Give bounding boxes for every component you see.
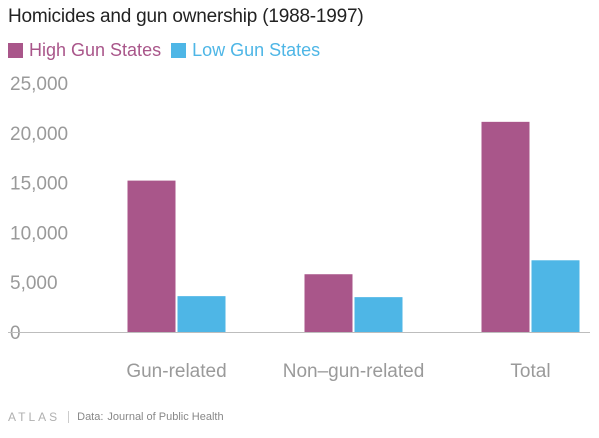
x-tick-label: Gun-related bbox=[126, 361, 226, 382]
bar-high-1 bbox=[304, 274, 353, 332]
legend-swatch-low bbox=[171, 43, 187, 58]
x-tick-label: Non–gun-related bbox=[283, 361, 425, 382]
bar-high-0 bbox=[127, 180, 176, 332]
y-tick-label: 15,000 bbox=[10, 174, 68, 195]
legend-label-low: Low Gun States bbox=[192, 40, 321, 60]
bar-low-0 bbox=[177, 296, 226, 332]
legend-label-high: High Gun States bbox=[29, 40, 162, 60]
legend-item-high: High Gun States bbox=[8, 40, 161, 61]
footer: ATLAS Data: Journal of Public Health bbox=[8, 410, 224, 424]
footer-divider bbox=[68, 411, 70, 423]
y-tick-label: 25,000 bbox=[10, 74, 68, 95]
atlas-logo: ATLAS bbox=[8, 410, 61, 424]
x-tick-label: Total bbox=[510, 361, 550, 382]
source-label: Data: bbox=[77, 411, 104, 423]
bar-high-2 bbox=[481, 121, 530, 333]
chart-title: Homicides and gun ownership (1988-1997) bbox=[8, 6, 364, 27]
y-tick-label: 10,000 bbox=[10, 223, 68, 244]
y-tick-label: 0 bbox=[10, 323, 21, 344]
y-tick-label: 20,000 bbox=[10, 124, 68, 145]
legend: High Gun States Low Gun States bbox=[8, 40, 330, 61]
source-text: Journal of Public Health bbox=[107, 411, 224, 423]
legend-swatch-high bbox=[8, 43, 23, 58]
y-tick-label: 5,000 bbox=[10, 273, 58, 294]
legend-item-low: Low Gun States bbox=[171, 40, 320, 61]
bar-low-1 bbox=[354, 297, 403, 332]
bar-low-2 bbox=[531, 260, 580, 332]
